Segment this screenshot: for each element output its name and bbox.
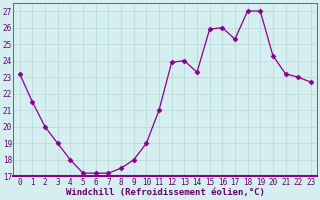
- X-axis label: Windchill (Refroidissement éolien,°C): Windchill (Refroidissement éolien,°C): [66, 188, 265, 197]
